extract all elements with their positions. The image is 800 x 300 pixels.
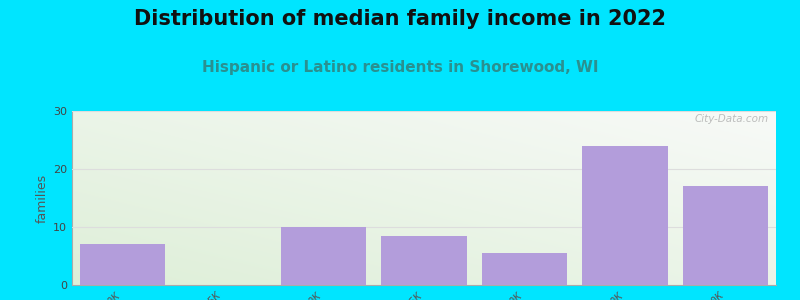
Bar: [79, 244, 165, 285]
Text: City-Data.com: City-Data.com: [695, 115, 769, 124]
Bar: [683, 186, 769, 285]
Y-axis label: families: families: [36, 173, 49, 223]
Bar: [382, 236, 466, 285]
Bar: [582, 146, 668, 285]
Text: Distribution of median family income in 2022: Distribution of median family income in …: [134, 9, 666, 29]
Bar: [281, 227, 366, 285]
Text: Hispanic or Latino residents in Shorewood, WI: Hispanic or Latino residents in Shorewoo…: [202, 60, 598, 75]
Bar: [482, 253, 567, 285]
